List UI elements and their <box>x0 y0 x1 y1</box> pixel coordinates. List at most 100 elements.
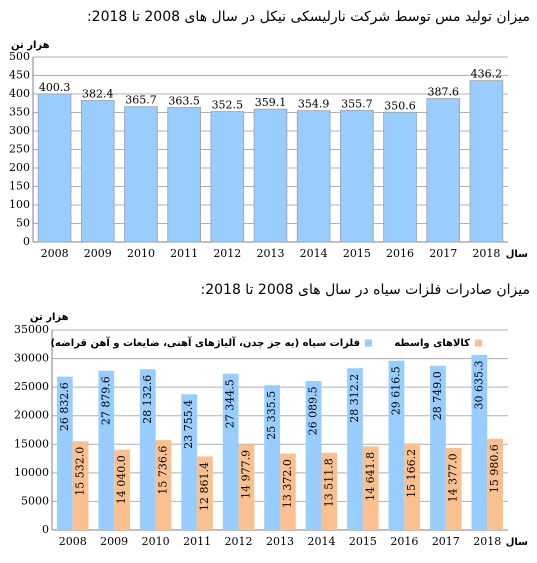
y-tick-label: 250 <box>9 143 30 156</box>
bar <box>388 360 405 530</box>
data-label: 23 755.4 <box>182 400 195 449</box>
x-tick-label: 2009 <box>84 247 112 260</box>
bar <box>210 111 245 243</box>
bar <box>253 108 288 243</box>
legend-swatch <box>365 339 372 347</box>
data-label: 359.1 <box>255 96 287 109</box>
bar <box>280 453 296 530</box>
bar <box>305 380 322 530</box>
y-tick-label: 350 <box>9 106 30 119</box>
bar <box>445 447 462 530</box>
data-label: 400.3 <box>39 81 71 94</box>
bar <box>426 98 461 243</box>
x-tick-label: 2013 <box>266 535 294 548</box>
bar <box>340 109 374 243</box>
x-axis-label: سال <box>506 249 528 260</box>
x-tick-label: 2012 <box>225 535 253 548</box>
bar <box>321 452 338 530</box>
data-label: 382.4 <box>82 88 114 101</box>
y-tick-label: 50 <box>16 217 30 230</box>
x-tick-label: 2018 <box>473 535 501 548</box>
bar <box>124 106 158 243</box>
data-label: 15 980.6 <box>488 444 501 493</box>
data-label: 27 879.6 <box>99 376 112 425</box>
data-label: 14 377.0 <box>447 453 460 502</box>
data-label: 387.6 <box>427 86 459 99</box>
chart-title: میزان تولید مس توسط شرکت نارلیسکی نیکل د… <box>87 9 530 25</box>
bar <box>222 373 239 530</box>
y-tick-label: 0 <box>23 235 30 248</box>
x-tick-label: 2008 <box>59 535 87 548</box>
data-label: 28 749.0 <box>431 371 444 420</box>
x-tick-label: 2012 <box>213 247 241 260</box>
bar <box>167 107 201 243</box>
bar <box>347 368 363 530</box>
x-tick-label: 2015 <box>343 247 371 260</box>
y-tick-label: 400 <box>9 87 30 100</box>
bar <box>98 370 115 530</box>
bar <box>471 354 488 530</box>
data-label: 13 511.8 <box>322 458 335 507</box>
x-tick-label: 2017 <box>429 247 457 260</box>
legend-swatch <box>475 339 482 347</box>
bar <box>114 449 130 530</box>
data-label: 26 089.5 <box>307 386 320 435</box>
x-tick-label: 2015 <box>349 535 377 548</box>
bar <box>155 440 172 530</box>
bar <box>72 441 89 530</box>
data-label: 363.5 <box>168 95 200 108</box>
legend-label: فلزات سیاه (به جز چدن، آلیاژهای آهنی، ضا… <box>50 336 360 349</box>
y-tick-label: 200 <box>9 161 30 174</box>
y-tick-label: 500 <box>9 50 30 63</box>
x-tick-label: 2009 <box>100 535 128 548</box>
data-label: 29 616.5 <box>389 366 402 415</box>
bar <box>404 443 421 530</box>
data-label: 14 641.8 <box>364 452 377 501</box>
data-label: 26 832.6 <box>58 382 71 431</box>
bar <box>383 111 417 243</box>
x-tick-label: 2014 <box>307 535 335 548</box>
data-label: 355.7 <box>341 97 373 110</box>
data-label: 12 861.4 <box>198 462 211 511</box>
y-axis-label: هزار تن <box>30 312 69 323</box>
y-tick-label: 0 <box>42 523 49 536</box>
x-tick-label: 2011 <box>183 535 211 548</box>
x-tick-label: 2014 <box>300 247 328 260</box>
x-tick-label: 2018 <box>472 247 500 260</box>
bar <box>430 365 446 530</box>
y-tick-label: 20000 <box>14 409 49 422</box>
y-tick-label: 25000 <box>14 380 49 393</box>
y-tick-label: 15000 <box>14 437 49 450</box>
x-tick-label: 2016 <box>390 535 418 548</box>
data-label: 30 635.3 <box>472 360 485 409</box>
chart-title: میزان صادرات فلزات سیاه در سال های 2008 … <box>201 282 531 298</box>
data-label: 352.5 <box>212 99 244 112</box>
data-label: 27 344.5 <box>224 379 237 428</box>
bar <box>56 376 73 530</box>
data-label: 15 532.0 <box>74 447 87 496</box>
data-label: 14 040.0 <box>115 455 128 504</box>
x-tick-label: 2010 <box>127 247 155 260</box>
data-label: 350.6 <box>384 99 416 112</box>
y-tick-label: 450 <box>9 69 30 82</box>
x-tick-label: 2013 <box>257 247 285 260</box>
x-axis-label: سال <box>506 537 528 548</box>
data-label: 15 736.6 <box>157 446 170 495</box>
x-tick-label: 2017 <box>432 535 460 548</box>
bar <box>362 446 379 530</box>
data-label: 15 166.2 <box>405 449 418 498</box>
y-tick-label: 5000 <box>21 494 49 507</box>
data-label: 365.7 <box>125 94 157 107</box>
data-label: 28 312.2 <box>348 374 361 423</box>
data-label: 436.2 <box>471 68 503 81</box>
y-tick-label: 300 <box>9 124 30 137</box>
y-axis-label: هزار تن <box>11 40 50 51</box>
bar <box>181 394 198 530</box>
data-label: 28 132.6 <box>141 375 154 424</box>
bar <box>296 110 331 243</box>
bar <box>487 438 504 530</box>
bar <box>37 93 72 243</box>
x-tick-label: 2016 <box>386 247 414 260</box>
y-tick-label: 10000 <box>14 466 49 479</box>
data-label: 25 335.5 <box>265 391 278 440</box>
